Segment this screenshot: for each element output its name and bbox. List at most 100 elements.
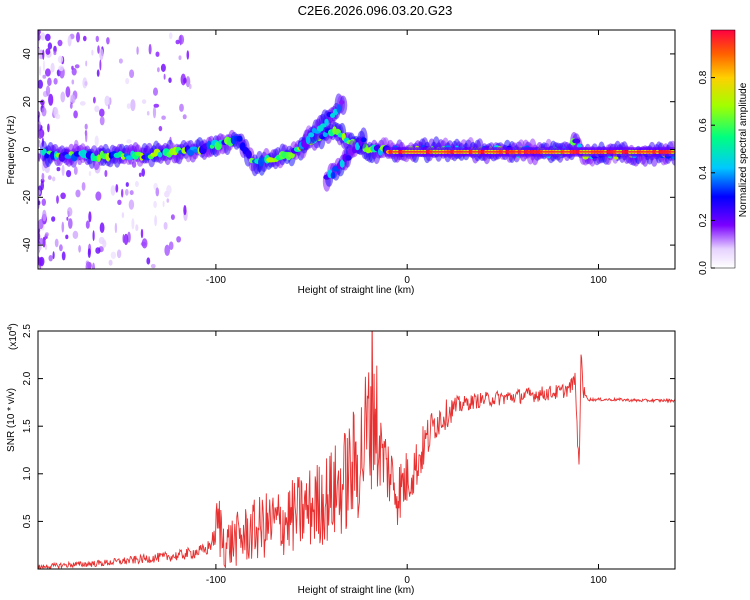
ridge-point [245, 150, 252, 159]
noise-blob [53, 78, 58, 85]
noise-blob [94, 135, 99, 147]
noise-blob [38, 127, 43, 140]
snr-panel: -100 0 100 0.5 1.0 1.5 2.0 2.5 Height of strai… [6, 323, 676, 596]
spectrogram-y-tick-label: 0 [22, 146, 33, 152]
ridge-point [44, 153, 50, 159]
noise-blob [166, 185, 172, 195]
noise-blob [110, 251, 117, 259]
snr-line [38, 331, 675, 569]
noise-blob [47, 175, 52, 180]
noise-blob [71, 67, 77, 76]
noise-blob [94, 105, 100, 113]
noise-blob [47, 42, 53, 50]
noise-blob [163, 73, 166, 80]
noise-blob [42, 49, 45, 60]
noise-blob [73, 166, 78, 175]
noise-blob [85, 220, 90, 229]
noise-blob [67, 35, 72, 47]
noise-blob [79, 101, 86, 106]
noise-blob [65, 234, 69, 240]
noise-blob [48, 93, 54, 106]
spectrogram-x-label: Height of straight line (km) [298, 285, 415, 296]
noise-blob [176, 236, 182, 243]
noise-blob [106, 37, 110, 45]
snr-x-tick-label: 100 [590, 575, 607, 586]
noise-blob [136, 46, 139, 55]
ridge-point [339, 159, 345, 168]
noise-blob [38, 257, 43, 266]
ridge-point [96, 154, 101, 162]
noise-blob [73, 110, 78, 119]
spectrogram-y-tick-label: -40 [22, 237, 33, 252]
noise-blob [157, 67, 160, 73]
noise-blob [39, 237, 44, 245]
noise-blob [130, 99, 136, 112]
noise-blob [55, 113, 61, 120]
noise-blob [178, 55, 182, 60]
noise-blob [153, 87, 158, 96]
spectrogram-marks [38, 30, 675, 269]
noise-blob [179, 103, 184, 112]
noise-blob [168, 77, 172, 83]
noise-blob [38, 33, 41, 41]
noise-blob [45, 85, 51, 97]
noise-blob [38, 153, 41, 162]
noise-blob [121, 212, 125, 219]
noise-blob [72, 230, 79, 239]
noise-blob [76, 32, 80, 43]
noise-blob [160, 63, 166, 72]
noise-blob [179, 35, 182, 46]
ridge-point [330, 171, 336, 179]
snr-y-tick-label: 2.0 [22, 371, 33, 385]
noise-blob [164, 244, 170, 256]
snr-y-multiplier-base: (x10 [8, 330, 19, 350]
noise-blob [48, 255, 53, 262]
noise-blob [117, 199, 122, 205]
noise-blob [61, 251, 66, 261]
noise-blob [183, 77, 187, 84]
noise-blob [58, 65, 64, 72]
noise-blob [168, 241, 174, 250]
noise-blob [42, 209, 47, 222]
noise-blob [42, 236, 46, 248]
snr-y-label: SNR (10 * v/v) [6, 388, 17, 452]
ridge-point [125, 155, 134, 160]
noise-blob [158, 125, 163, 132]
snr-x-tick-label: -100 [206, 575, 226, 586]
noise-blob [154, 215, 158, 227]
noise-blob [40, 32, 46, 41]
spectrogram-x-tick-label: 100 [590, 275, 607, 286]
noise-blob [102, 239, 107, 248]
noise-blob [152, 106, 157, 119]
snr-frame [37, 330, 676, 570]
noise-blob [40, 99, 45, 106]
noise-blob [41, 172, 45, 181]
noise-blob [53, 45, 57, 54]
spectrogram-x-tick-label: 0 [404, 275, 410, 286]
noise-blob [75, 189, 81, 198]
noise-blob [116, 249, 122, 259]
noise-blob [97, 45, 100, 54]
ridge-point [322, 131, 328, 138]
noise-blob [114, 222, 118, 234]
ridge-point [336, 104, 341, 113]
noise-blob [146, 111, 150, 116]
noise-blob [183, 205, 187, 216]
noise-blob [39, 65, 42, 76]
ridge-point [186, 148, 195, 156]
noise-blob [41, 198, 46, 206]
noise-blob [84, 123, 88, 130]
high-amplitude-band [384, 146, 675, 157]
colorbar-tick-label: 0.8 [698, 70, 709, 84]
noise-blob [140, 228, 144, 239]
spectrogram-y-tick-label: 40 [22, 48, 33, 60]
noise-blob [38, 79, 43, 89]
noise-blob [66, 170, 72, 178]
noise-blob [38, 119, 41, 131]
colorbar-tick-label: 0.0 [698, 261, 709, 275]
snr-x-label: Height of straight line (km) [298, 585, 415, 596]
noise-blob [54, 238, 59, 248]
noise-blob [44, 243, 48, 251]
snr-y-multiplier-exp: 4 [7, 327, 14, 331]
noise-blob [155, 187, 160, 197]
